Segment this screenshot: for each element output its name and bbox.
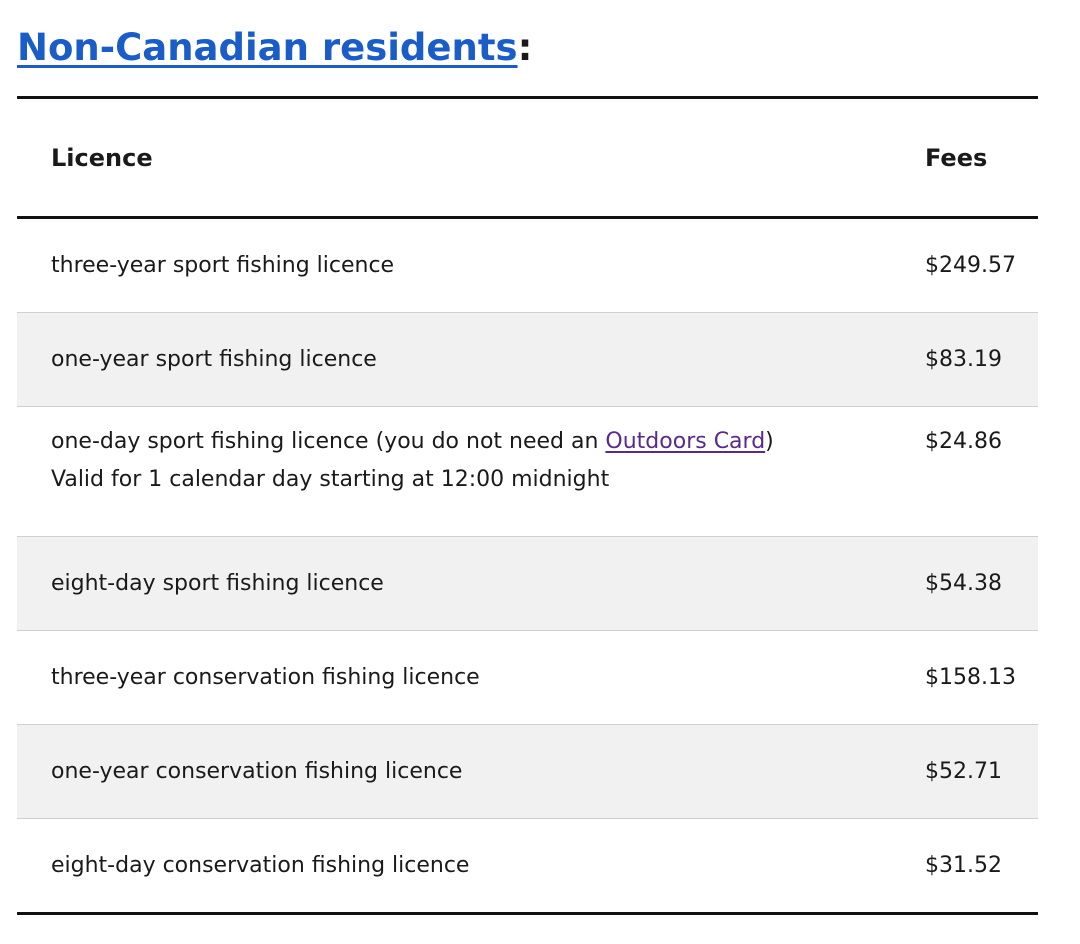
table-row: one-year sport fishing licence $83.19 — [17, 312, 1038, 407]
licence-cell: one-year conservation fishing licence — [17, 724, 925, 819]
table-row: three-year conservation fishing licence … — [17, 630, 1038, 725]
fees-column-header: Fees — [925, 97, 1038, 219]
licence-cell: eight-day sport fishing licence — [17, 536, 925, 631]
fee-cell: $54.38 — [925, 536, 1038, 631]
licence-note: Valid for 1 calendar day starting at 12:… — [51, 467, 610, 492]
fee-cell: $83.19 — [925, 312, 1038, 407]
fee-cell: $24.86 — [925, 406, 1038, 537]
table-row: eight-day sport fishing licence $54.38 — [17, 536, 1038, 631]
table-row: three-year sport fishing licence $249.57 — [17, 217, 1038, 313]
table-header: Licence Fees — [17, 97, 1038, 219]
licence-cell: three-year conservation fishing licence — [17, 630, 925, 725]
table-row: eight-day conservation fishing licence $… — [17, 819, 1038, 914]
licence-cell: three-year sport fishing licence — [17, 217, 925, 313]
heading-colon: : — [517, 26, 533, 69]
fee-cell: $158.13 — [925, 630, 1038, 725]
fee-cell: $52.71 — [925, 724, 1038, 819]
licence-fees-table-container: Licence Fees three-year sport fishing li… — [17, 96, 1038, 915]
table-body: three-year sport fishing licence $249.57… — [17, 217, 1038, 914]
table-row: one-year conservation fishing licence $5… — [17, 724, 1038, 819]
outdoors-card-link[interactable]: Outdoors Card — [605, 429, 766, 454]
fee-cell: $31.52 — [925, 852, 1002, 878]
licence-cell: eight-day conservation fishing licence — [51, 852, 470, 878]
licence-cell: one-year sport fishing licence — [17, 312, 925, 407]
licence-text: one-day sport fishing licence (you do no… — [51, 429, 606, 454]
table-row: one-day sport fishing licence (you do no… — [17, 406, 1038, 537]
licence-cell: one-day sport fishing licence (you do no… — [17, 406, 925, 537]
licence-text-suffix: ) — [765, 429, 774, 454]
header-row: Licence Fees — [17, 97, 1038, 219]
licence-column-header: Licence — [17, 97, 925, 219]
licence-fees-table: Licence Fees three-year sport fishing li… — [17, 96, 1038, 915]
non-canadian-residents-link[interactable]: Non-Canadian residents — [17, 26, 518, 69]
section-heading: Non-Canadian residents: — [17, 22, 532, 74]
fee-cell: $249.57 — [925, 217, 1038, 313]
